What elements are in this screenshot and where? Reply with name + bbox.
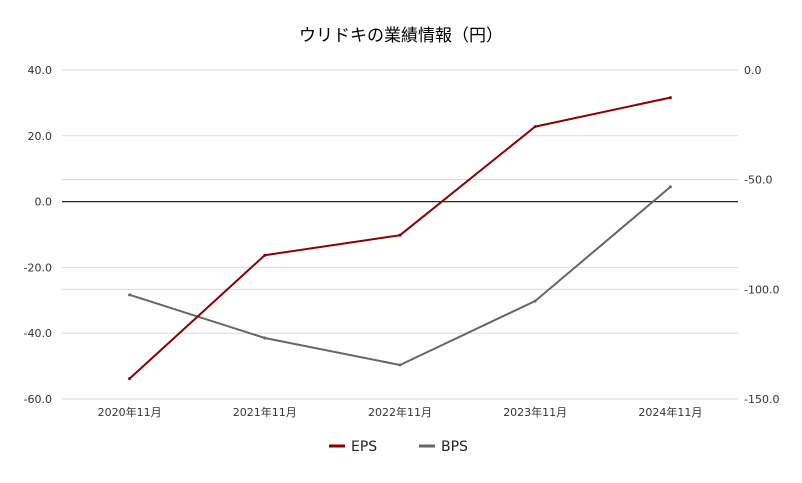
series-line-eps [128, 96, 672, 380]
legend: EPS BPS [329, 439, 468, 455]
y-left-tick-label: 40.0 [28, 64, 53, 77]
y-right-tick-label: -50.0 [744, 174, 772, 187]
y-right-tick-label: 0.0 [744, 64, 762, 77]
chart-title: ウリドキの業績情報（円） [299, 26, 503, 46]
data-point-eps [398, 233, 402, 237]
data-point-eps [533, 125, 537, 129]
y-left-tick-label: -20.0 [24, 261, 52, 274]
data-point-bps [398, 363, 402, 367]
data-point-bps [128, 293, 132, 297]
legend-label-eps: EPS [351, 439, 377, 455]
x-tick-label: 2021年11月 [233, 405, 297, 419]
y-right-tick-label: -100.0 [744, 283, 779, 296]
data-point-eps [263, 253, 267, 257]
x-tick-label: 2023年11月 [503, 405, 567, 419]
x-tick-label: 2020年11月 [98, 405, 162, 419]
series-lines [128, 96, 672, 381]
data-point-eps [128, 377, 132, 381]
y-right-tick-label: -150.0 [744, 393, 779, 406]
y-left-tick-label: 20.0 [28, 130, 53, 143]
y-left-tick-label: 0.0 [35, 196, 53, 209]
legend-label-bps: BPS [441, 439, 468, 455]
axes: 40.0 20.0 0.0 -20.0 -40.0 -60.0 0.0 -50.0 -100.0… [24, 64, 780, 419]
series-line-bps [128, 185, 672, 366]
data-point-bps [263, 336, 267, 340]
y-left-tick-label: -60.0 [24, 393, 52, 406]
y-left-tick-label: -40.0 [24, 327, 52, 340]
x-tick-label: 2024年11月 [638, 405, 702, 419]
data-point-bps [533, 299, 537, 303]
gridlines [62, 69, 738, 400]
data-point-eps [668, 96, 672, 100]
x-tick-label: 2022年11月 [368, 405, 432, 419]
data-point-bps [668, 185, 672, 189]
